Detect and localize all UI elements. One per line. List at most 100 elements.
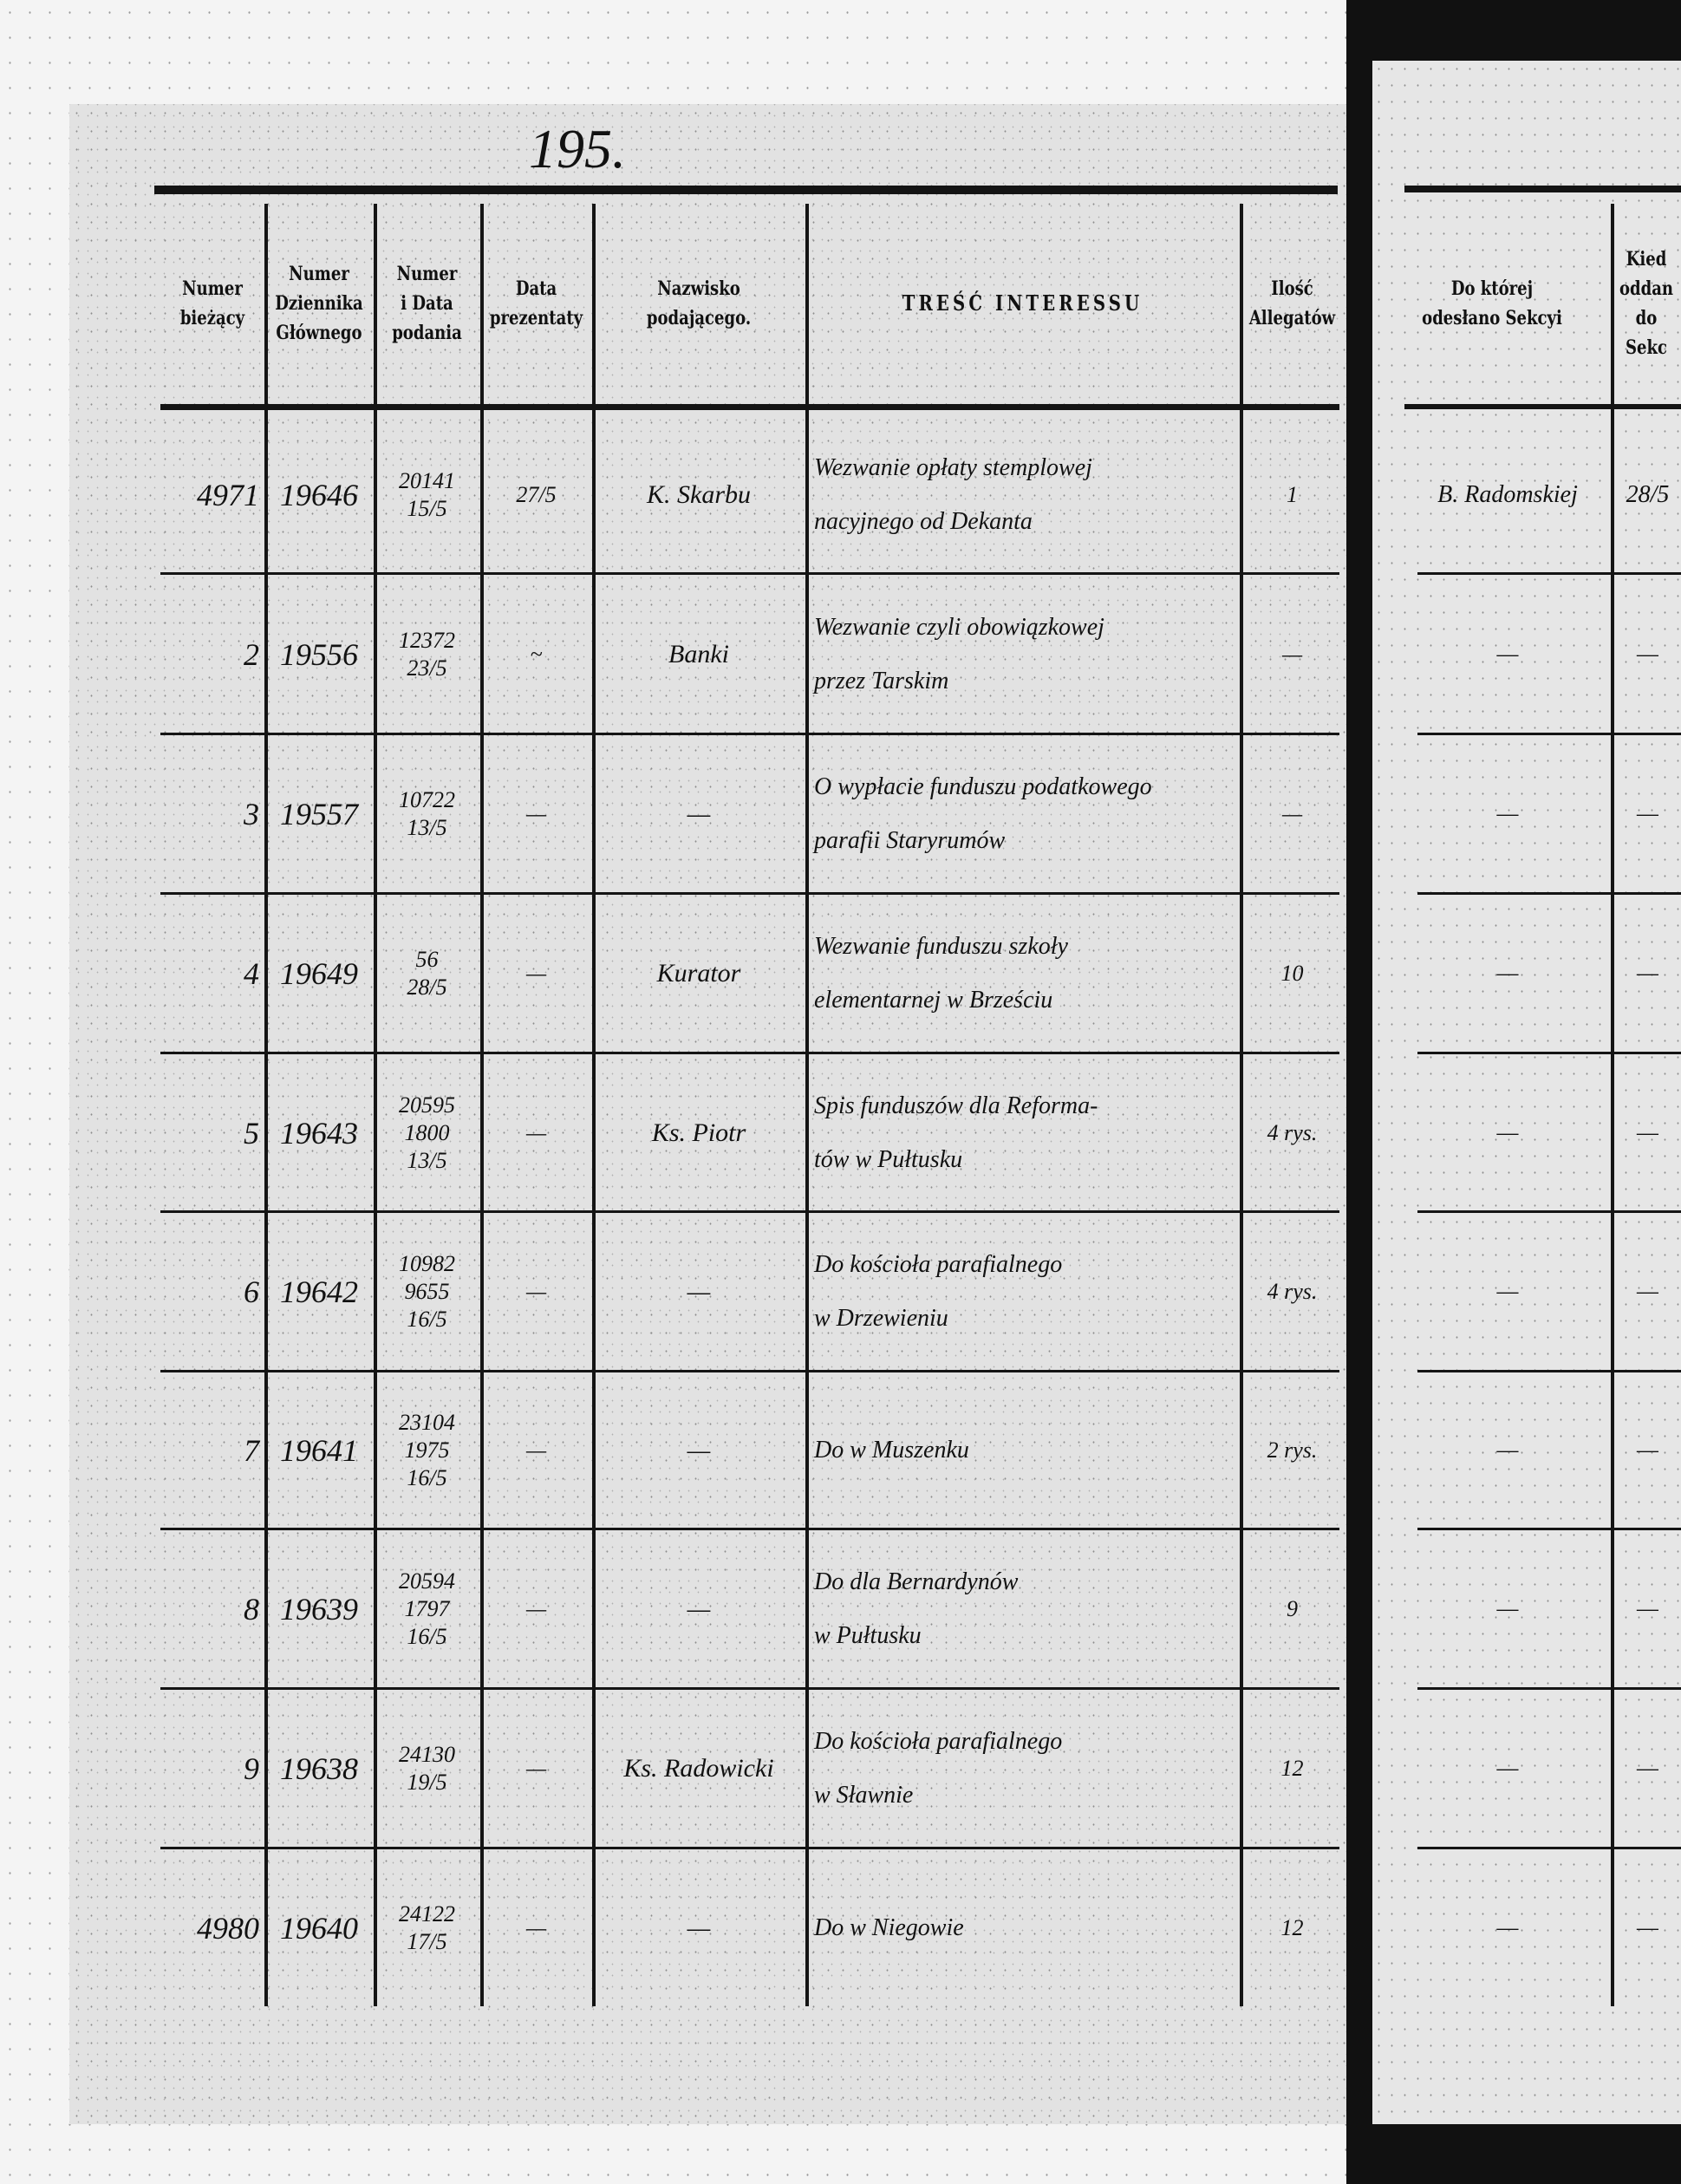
header-bottom-rule [1404,404,1681,409]
cell-allegaty: 2 rys. [1267,1438,1318,1463]
cell-numer: 4971 [197,477,259,512]
cell-numer: 2 [244,636,259,672]
column-header: Data prezentaty [489,277,583,329]
cell-sekcja: — [1496,1595,1519,1622]
column-header: Do której odesłano Sekcyi [1422,277,1562,329]
row-rule [1417,572,1681,575]
cell-kiedy: — [1637,1914,1658,1941]
column-rule [1240,204,1243,2006]
cell-tresc: Do kościoła parafialnego w Drzewieniu [814,1251,1063,1332]
cell-dziennik: 19557 [280,797,358,831]
cell-dziennik: 19649 [280,956,358,991]
cell-tresc: Spis funduszów dla Reforma- tów w Pułtus… [814,1092,1098,1173]
cell-podanie: 20595 1800 13/5 [399,1092,455,1173]
cell-sekcja: — [1496,1914,1519,1941]
cell-podanie: 24130 19/5 [399,1742,455,1795]
header-top-rule [1404,186,1681,192]
cell-allegaty: 12 [1280,1756,1304,1781]
cell-numer: 4980 [197,1911,259,1946]
row-rule [1417,1528,1681,1530]
column-header: Numer Dziennika Głównego [275,263,363,344]
cell-numer: 7 [244,1433,259,1468]
column-header: Numer i Data podania [392,263,462,344]
cell-tresc: Wezwanie funduszu szkoły elementarnej w … [814,933,1068,1014]
column-rule [805,204,809,2006]
cell-nazwisko: — [687,1594,711,1623]
cell-nazwisko: Kurator [656,959,741,988]
cell-tresc: Do kościoła parafialnego w Sławnie [814,1728,1063,1809]
row-rule [160,892,1339,895]
row-rule [1417,1847,1681,1849]
cell-prezentata: ~ [530,641,543,667]
cell-sekcja: — [1496,1118,1519,1146]
cell-sekcja: — [1496,640,1519,668]
cell-tresc: Do dla Bernardynów w Pułtusku [814,1568,1019,1649]
cell-prezentata: — [525,1279,547,1304]
cell-allegaty: 4 rys. [1267,1279,1318,1304]
cell-allegaty: 12 [1280,1915,1304,1940]
cell-allegaty: 9 [1287,1596,1298,1621]
cell-prezentata: — [525,1756,547,1781]
column-rule [592,204,596,2006]
column-rule [374,204,377,2006]
cell-kiedy: 28/5 [1626,480,1670,508]
cell-numer: 4 [244,956,259,991]
cell-nazwisko: Banki [668,639,729,668]
column-header: Kied oddan do Sekc [1619,248,1674,359]
cell-dziennik: 19638 [280,1751,358,1786]
row-rule [160,1210,1339,1213]
cell-dziennik: 19643 [280,1115,358,1151]
cell-tresc: Wezwanie opłaty stemplowej nacyjnego od … [814,453,1092,535]
page-number: 195. [529,118,626,179]
row-rule [160,733,1339,735]
cell-sekcja: — [1496,800,1519,827]
cell-sekcja: — [1496,1278,1519,1305]
register-page-left [69,104,1359,2124]
cell-podanie: 20141 15/5 [399,467,455,521]
cell-prezentata: — [525,961,547,986]
cell-tresc: Do w Niegowie [814,1914,964,1941]
row-rule [160,572,1339,575]
cell-podanie: 10722 13/5 [399,787,455,840]
cell-numer: 5 [244,1115,259,1151]
cell-podanie: 23104 1975 16/5 [399,1410,455,1490]
cell-podanie: 56 28/5 [407,947,447,1000]
column-header: TREŚĆ INTERESSU [902,290,1143,316]
cell-numer: 3 [244,797,259,831]
cell-prezentata: 27/5 [516,481,557,507]
column-header: Numer bieżący [179,277,245,329]
cell-dziennik: 19641 [280,1433,358,1468]
page-gutter [1346,0,1372,2184]
header-top-rule [154,186,1338,194]
cell-dziennik: 19640 [280,1911,358,1946]
scan-border [1372,2124,1681,2184]
column-rule [480,204,484,2006]
cell-nazwisko: — [687,1277,711,1306]
cell-podanie: 24122 17/5 [399,1901,455,1954]
cell-podanie: 10982 9655 16/5 [399,1251,455,1332]
cell-dziennik: 19556 [280,636,358,672]
cell-kiedy: — [1637,640,1658,668]
cell-prezentata: — [525,1438,547,1463]
row-rule [1417,1052,1681,1054]
cell-dziennik: 19642 [280,1275,358,1309]
row-rule [1417,1370,1681,1372]
cell-numer: 6 [244,1275,259,1309]
cell-prezentata: — [525,1596,547,1621]
cell-podanie: 12372 23/5 [399,627,455,681]
row-rule [160,1528,1339,1530]
cell-numer: 8 [244,1592,259,1627]
cell-kiedy: — [1637,960,1658,987]
cell-nazwisko: K. Skarbu [647,479,751,509]
cell-kiedy: — [1637,1118,1658,1146]
column-header: Ilość Allegatów [1248,277,1336,329]
row-rule [1417,733,1681,735]
scan-border [1346,0,1681,61]
cell-kiedy: — [1637,800,1658,827]
row-rule [160,1847,1339,1849]
cell-kiedy: — [1637,1595,1658,1622]
cell-tresc: Do w Muszenku [814,1437,969,1464]
row-rule [160,1370,1339,1372]
cell-kiedy: — [1637,1755,1658,1782]
header-bottom-rule [160,404,1339,410]
